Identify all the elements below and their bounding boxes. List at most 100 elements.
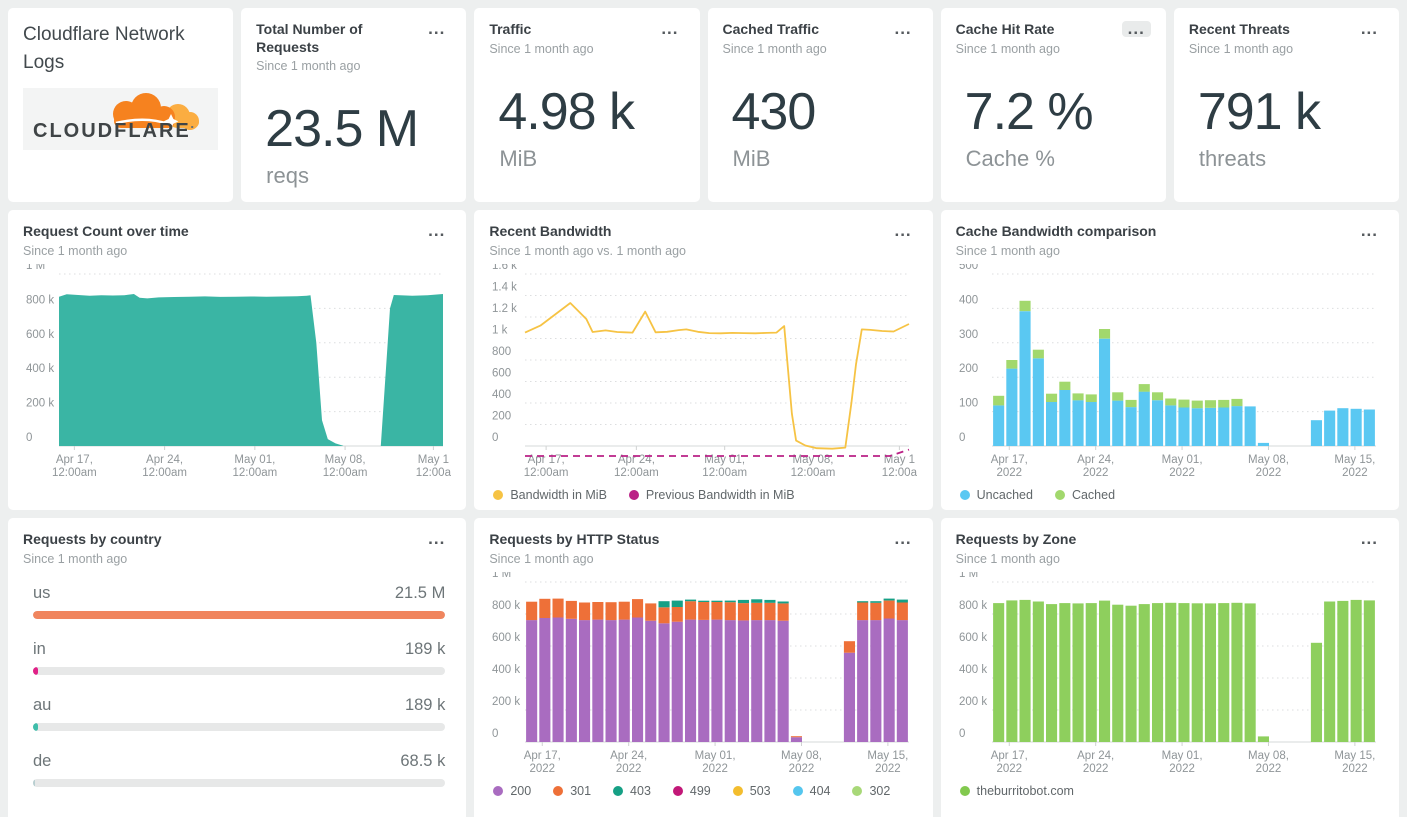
legend-label: 499 (689, 783, 711, 798)
cloudflare-wordmark: CLOUDFLARE▪ (33, 120, 196, 143)
panel-menu-button[interactable]: ... (1121, 20, 1151, 37)
legend-dot (792, 785, 803, 796)
legend-label: 301 (570, 783, 592, 798)
panel-title: Traffic (489, 21, 532, 37)
svg-text:Apr 17,: Apr 17, (56, 454, 93, 466)
panel-subtitle: Since 1 month ago (23, 243, 128, 258)
panel-menu-button[interactable]: ... (428, 529, 446, 548)
legend-item[interactable]: 403 (613, 784, 651, 798)
country-label: us (33, 583, 51, 602)
stat-card-cached-traffic: Cached Traffic Since 1 month ago ... 430… (707, 8, 933, 202)
legend-item[interactable]: 503 (732, 783, 771, 798)
legend-dot (732, 785, 743, 796)
svg-text:0: 0 (26, 432, 32, 444)
legend-item[interactable]: Previous Bandwidth in MiB (628, 488, 795, 502)
svg-text:12:00am: 12:00am (323, 467, 368, 479)
charts-row-2: Requests by country Since 1 month ago ..… (8, 518, 1399, 817)
svg-text:May 1: May 1 (418, 454, 449, 466)
svg-text:May 08,: May 08, (793, 454, 834, 466)
legend-dot (553, 785, 564, 796)
svg-text:1.2 k: 1.2 k (492, 303, 517, 315)
legend-item[interactable]: 301 (553, 784, 591, 798)
legend-label: 404 (809, 783, 831, 798)
panel-title: Requests by Zone (955, 531, 1077, 547)
panel-menu-button[interactable]: ... (894, 19, 912, 38)
panel-menu-button[interactable]: ... (894, 529, 912, 548)
panel-menu-button[interactable]: ... (428, 19, 446, 38)
panel-menu-button[interactable]: ... (1360, 221, 1378, 240)
svg-text:400 k: 400 k (492, 664, 520, 676)
panel-title: Recent Bandwidth (489, 223, 612, 239)
chart-legend: Bandwidth in MiB Previous Bandwidth in Mi… (489, 488, 917, 502)
stat-value: 791 k (1197, 82, 1321, 141)
country-label: au (33, 695, 52, 714)
svg-text:2022: 2022 (789, 763, 815, 775)
svg-text:2022: 2022 (1169, 467, 1195, 479)
svg-text:2022: 2022 (703, 763, 729, 775)
country-bar-track (33, 666, 446, 675)
svg-text:12:00am: 12:00am (524, 467, 569, 479)
panel-menu-button[interactable]: ... (661, 19, 679, 38)
svg-text:800 k: 800 k (492, 600, 520, 612)
legend-dot (959, 489, 970, 500)
legend-label: Bandwidth in MiB (510, 487, 607, 502)
panel-title: Cache Hit Rate (955, 21, 1055, 37)
svg-text:1 M: 1 M (492, 572, 511, 580)
svg-text:400: 400 (492, 389, 511, 401)
svg-text:1 M: 1 M (26, 264, 45, 272)
panel-requests-by-http-status: Requests by HTTP Status Since 1 month ag… (474, 518, 933, 817)
legend-label: Uncached (976, 487, 1033, 502)
svg-text:1 k: 1 k (492, 324, 508, 336)
svg-text:Apr 24,: Apr 24, (1077, 750, 1114, 762)
panel-subtitle: Since 1 month ago (489, 41, 594, 56)
panel-requests-by-zone: Requests by Zone Since 1 month ago ... 1… (940, 518, 1399, 817)
svg-text:1 M: 1 M (959, 572, 978, 580)
svg-text:Apr 17,: Apr 17, (990, 454, 1027, 466)
charts-row-1: Request Count over time Since 1 month ag… (8, 210, 1399, 510)
country-row: au 189 k (33, 695, 446, 731)
svg-text:May 15,: May 15, (1334, 750, 1375, 762)
country-row: in 189 k (33, 639, 446, 675)
country-bar-track (33, 722, 446, 731)
country-bar-fill (33, 722, 38, 731)
legend-item[interactable]: Bandwidth in MiB (493, 488, 607, 502)
panel-subtitle: Since 1 month ago (722, 41, 827, 56)
country-label: in (33, 639, 46, 658)
stat-card-recent-threats: Recent Threats Since 1 month ago ... 791… (1173, 8, 1399, 202)
zone-bar-chart: 1 M 800 k 600 k 400 k 200 k 0 Apr 17, 2022 Apr 2… (956, 568, 1384, 776)
svg-text:200 k: 200 k (26, 397, 54, 409)
country-label: de (33, 751, 52, 770)
svg-text:0: 0 (959, 432, 965, 444)
stat-unit: threats (1198, 145, 1267, 171)
legend-item[interactable]: 404 (792, 783, 831, 798)
legend-item[interactable]: Uncached (959, 487, 1033, 502)
legend-item[interactable]: Cached (1054, 488, 1115, 502)
legend-label: 403 (630, 783, 651, 798)
chart-legend: Uncached Cached (956, 488, 1384, 502)
legend-item[interactable]: 302 (852, 784, 890, 798)
panel-subtitle: Since 1 month ago (1188, 41, 1294, 56)
svg-text:Apr 24,: Apr 24, (610, 750, 647, 762)
svg-text:Apr 24,: Apr 24, (146, 454, 183, 466)
legend-label: 503 (749, 783, 771, 798)
cloudflare-logo: CLOUDFLARE▪ (23, 88, 219, 151)
svg-text:May 1: May 1 (884, 454, 915, 466)
panel-menu-button[interactable]: ... (1360, 529, 1378, 548)
stat-unit: reqs (266, 163, 309, 188)
svg-text:1.4 k: 1.4 k (492, 281, 517, 293)
legend-item[interactable]: theburritobot.com (959, 784, 1074, 798)
stat-unit: Cache % (965, 145, 1055, 171)
panel-title: Cache Bandwidth comparison (955, 223, 1157, 239)
svg-text:500: 500 (959, 264, 978, 272)
legend-item[interactable]: 499 (672, 783, 711, 798)
legend-item[interactable]: 200 (493, 784, 531, 798)
svg-text:600 k: 600 k (26, 328, 54, 340)
country-value: 68.5 k (400, 751, 446, 770)
panel-menu-button[interactable]: ... (894, 221, 912, 240)
svg-text:12:00am: 12:00am (614, 467, 659, 479)
panel-menu-button[interactable]: ... (1360, 19, 1378, 38)
panel-requests-by-country: Requests by country Since 1 month ago ..… (8, 518, 467, 817)
panel-menu-button[interactable]: ... (428, 221, 446, 240)
